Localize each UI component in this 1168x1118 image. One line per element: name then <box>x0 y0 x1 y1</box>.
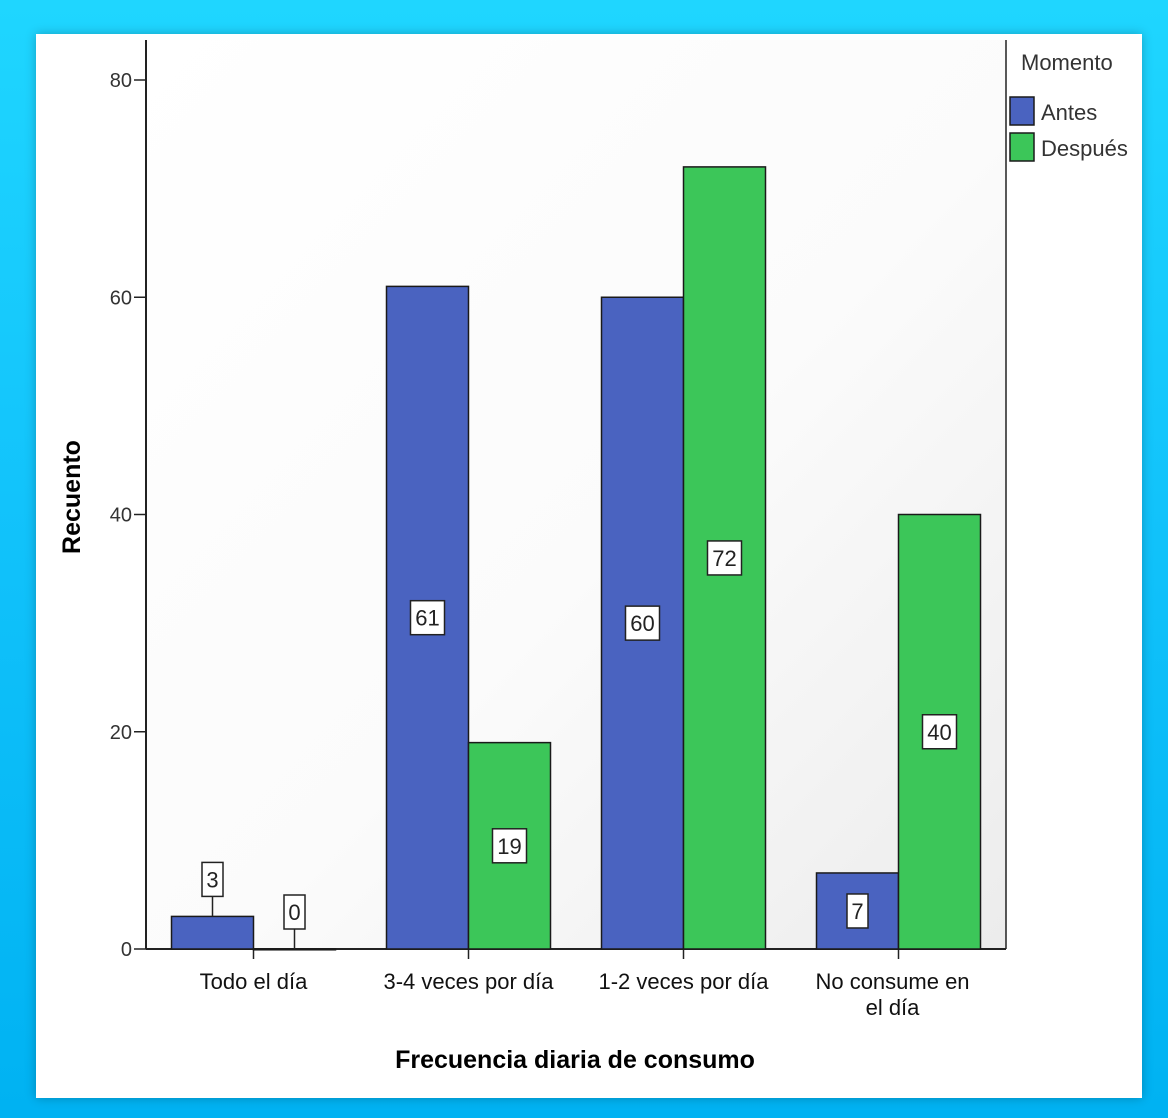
bar-despu-s-1 <box>252 948 337 951</box>
data-label: 7 <box>851 899 863 924</box>
data-label-box <box>921 714 958 750</box>
x-tick-label: 3-4 veces por día <box>384 969 555 994</box>
data-label: 40 <box>927 720 951 745</box>
data-label-box <box>706 540 743 576</box>
legend-title: Momento <box>1021 50 1113 75</box>
y-tick-label: 20 <box>110 722 132 744</box>
y-tick-label: 40 <box>110 505 132 527</box>
data-label-box <box>201 861 224 898</box>
x-tick-label: Todo el día <box>200 969 308 994</box>
x-tick-label: No consume en <box>815 969 969 994</box>
x-tick-label: el día <box>866 995 921 1020</box>
plot-area <box>146 40 1006 949</box>
data-label: 72 <box>712 546 736 571</box>
x-axis-title: Frecuencia diaria de consumo <box>395 1046 755 1074</box>
data-label-box <box>491 828 528 864</box>
data-label: 3 <box>206 867 218 892</box>
legend-swatch-2 <box>1009 132 1035 162</box>
legend-swatch-1 <box>1009 96 1035 126</box>
data-label: 19 <box>497 834 521 859</box>
data-label: 61 <box>415 606 439 631</box>
bar-antes-1 <box>170 915 255 950</box>
data-label-box <box>409 599 446 636</box>
data-label-box <box>846 893 869 929</box>
y-tick-label: 0 <box>121 939 132 961</box>
data-label-box <box>624 605 661 641</box>
y-tick-label: 60 <box>110 287 132 309</box>
data-label-box <box>283 894 306 930</box>
x-tick-label: 1-2 veces por día <box>599 969 770 994</box>
legend: Momento Antes Después <box>1009 50 1128 162</box>
legend-label-1: Antes <box>1041 100 1097 125</box>
y-tick-label: 80 <box>110 70 132 92</box>
legend-label-2: Después <box>1041 136 1128 161</box>
y-axis-title: Recuento <box>58 440 86 554</box>
data-label: 60 <box>630 611 654 636</box>
data-label: 0 <box>288 900 300 925</box>
